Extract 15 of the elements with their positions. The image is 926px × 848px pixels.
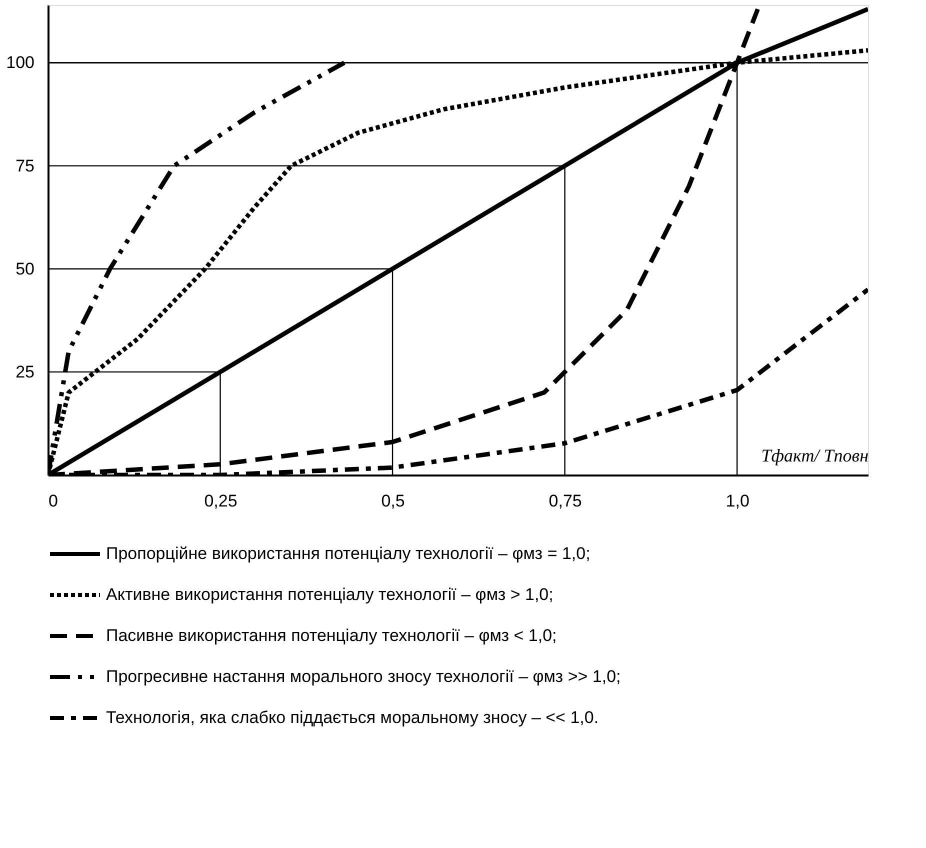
y-tick-label: 25	[16, 362, 34, 382]
legend-label: Активне використання потенціалу технології – φмз > 1,0;	[106, 585, 554, 604]
x-tick-label: 0,25	[204, 492, 238, 510]
legend-label: Прогресивне настання морального зносу технології – φмз >> 1,0;	[106, 667, 621, 686]
x-tick-label: 0,5	[381, 492, 405, 510]
y-tick-label: 50	[16, 259, 34, 278]
x-axis-title: Tфакт/ Tповн	[761, 446, 869, 466]
legend-label: Пропорційне використання потенціалу технології – φмз = 1,0;	[106, 544, 590, 563]
y-tick-label: 75	[16, 156, 34, 176]
legend-label: Технологія, яка слабко піддається моральному зносу – << 1,0.	[106, 708, 599, 727]
legend-label: Пасивне використання потенціалу технології – φмз < 1,0;	[106, 626, 557, 645]
x-tick-label: 1,0	[726, 492, 750, 510]
y-tick-label: 100	[6, 53, 34, 72]
x-tick-label: 0	[48, 492, 58, 510]
x-tick-label: 0,75	[548, 492, 582, 510]
